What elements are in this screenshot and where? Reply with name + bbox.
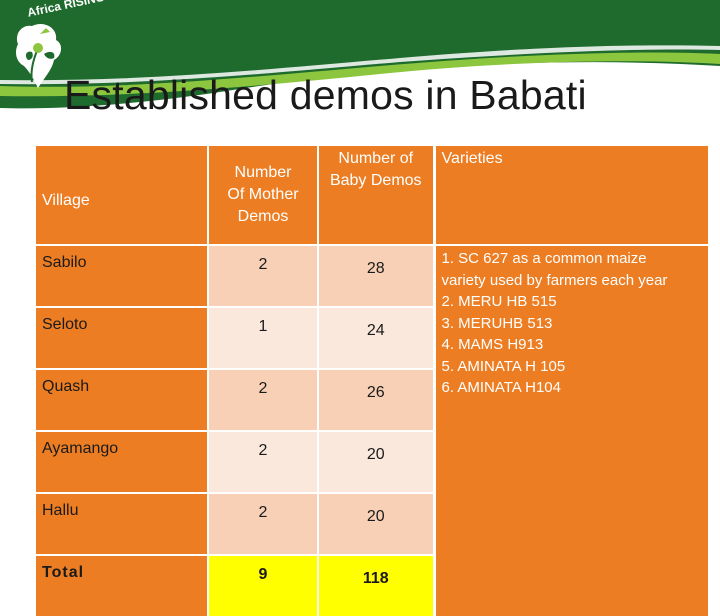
cell-baby-demos: 20 — [317, 492, 434, 555]
table-row: Seloto 1 24 — [36, 306, 708, 369]
variety-item: 6. AMINATA H104 — [441, 379, 562, 396]
variety-item: variety used by farmers each year — [441, 271, 668, 289]
banner-light-green-stripe — [0, 52, 720, 97]
table-header-row: Village Number Of Mother Demos Number of… — [36, 146, 708, 245]
cell-total-label: Total — [36, 554, 208, 616]
banner-dark-green-band — [0, 0, 720, 109]
cell-village: Ayamango — [36, 430, 208, 493]
banner-white-stripe — [0, 45, 720, 85]
variety-item: 5. AMINATA H 105 — [441, 357, 566, 375]
table-row: Ayamango 2 20 — [36, 430, 708, 493]
cell-village: Hallu — [36, 492, 208, 555]
variety-item: 1. SC 627 as a common maize — [441, 250, 647, 267]
cell-mother-demos: 2 — [207, 368, 318, 431]
variety-item: 2. MERU HB 515 — [441, 293, 557, 310]
slide-title: Established demos in Babati — [64, 72, 587, 118]
cell-mother-demos: 1 — [207, 306, 318, 369]
header-varieties: Varieties — [432, 146, 708, 245]
cell-mother-demos: 2 — [207, 430, 318, 493]
cell-baby-demos: 20 — [317, 430, 434, 493]
header-baby-demos: Number of Baby Demos — [317, 146, 434, 245]
table-row: Quash 2 26 — [36, 368, 708, 431]
cell-village: Seloto — [36, 306, 208, 369]
cell-village: Quash — [36, 368, 208, 431]
cell-baby-demos: 24 — [317, 306, 434, 369]
table-row: Sabilo 2 28 1. SC 627 as a common maize … — [36, 244, 708, 616]
demos-table: Village Number Of Mother Demos Number of… — [36, 146, 708, 616]
logo-emblem-icon — [16, 23, 62, 88]
varieties-list: 1. SC 627 as a common maize variety used… — [432, 244, 708, 616]
header-banner — [0, 0, 720, 109]
variety-item: 3. MERUHB 513 — [441, 314, 553, 332]
cell-baby-demos: 26 — [317, 368, 434, 431]
header-mother-demos: Number Of Mother Demos — [207, 146, 318, 245]
cell-village: Sabilo — [36, 244, 208, 307]
africa-rising-logo: Africa RISING — [4, 0, 106, 96]
cell-baby-demos: 28 — [317, 244, 434, 307]
variety-item: 4. MAMS H913 — [441, 336, 544, 353]
header-village: Village — [36, 146, 208, 245]
cell-mother-demos: 2 — [207, 492, 318, 555]
cell-mother-demos: 2 — [207, 244, 318, 307]
cell-total-mother: 9 — [207, 554, 318, 616]
cell-total-baby: 118 — [317, 554, 434, 616]
